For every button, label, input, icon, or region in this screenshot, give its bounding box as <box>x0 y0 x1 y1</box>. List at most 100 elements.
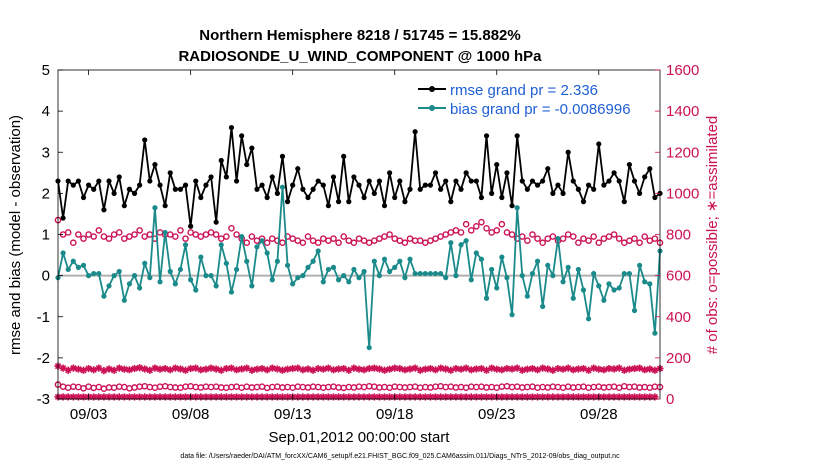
obs-assimilated-bottom-point <box>146 393 154 401</box>
y-axis-left-label: rmse and bias (model - observation) <box>7 115 24 355</box>
obs-possible-lower-point <box>294 383 302 390</box>
obs-assimilated-point <box>273 365 281 373</box>
obs-assimilated-bottom-point <box>69 393 77 401</box>
y-left-tick-label: -1 <box>37 309 50 326</box>
obs-possible-lower-point <box>141 382 149 390</box>
obs-assimilated-point <box>329 366 338 374</box>
obs-possible-lower-point <box>238 384 245 391</box>
obs-assimilated-point <box>100 367 108 375</box>
rmse-point <box>591 186 597 192</box>
bias-point <box>417 270 423 277</box>
obs-possible-lower-point <box>151 384 159 391</box>
obs-possible-lower-point <box>605 383 613 391</box>
obs-assimilated-bottom-point <box>646 393 654 401</box>
chart-title-line2: RADIOSONDE_U_WIND_COMPONENT @ 1000 hPa <box>178 48 542 65</box>
bias-point <box>213 283 219 289</box>
rmse-point <box>504 170 510 176</box>
bias-point <box>264 250 270 256</box>
obs-possible-lower-point <box>549 383 557 390</box>
obs-assimilated-bottom-point <box>345 393 353 401</box>
obs-possible-point <box>641 233 648 240</box>
obs-assimilated-bottom-point <box>477 393 486 401</box>
obs-assimilated-point <box>268 364 276 372</box>
obs-possible-lower-point <box>585 384 592 391</box>
obs-possible-lower-point <box>274 383 281 390</box>
rmse-point <box>494 161 500 168</box>
rmse-point <box>387 170 393 176</box>
rmse-point <box>116 174 122 180</box>
obs-possible-lower-point <box>75 383 82 391</box>
obs-possible-lower-point <box>457 383 465 391</box>
obs-possible-lower-point <box>187 382 194 390</box>
obs-assimilated-point <box>477 364 486 373</box>
obs-assimilated-point <box>513 364 521 372</box>
obs-assimilated-point <box>110 366 118 374</box>
rmse-point <box>519 178 525 184</box>
obs-assimilated-point <box>258 364 266 373</box>
y-right-tick-label: 600 <box>666 268 691 285</box>
obs-possible-point <box>549 233 557 240</box>
rmse-point <box>295 166 301 172</box>
obs-assimilated-bottom-point <box>79 393 88 401</box>
rmse-point <box>427 182 434 188</box>
obs-possible-lower-point <box>258 383 266 390</box>
chart-title-line1: Northern Hemisphere 8218 / 51745 = 15.88… <box>199 27 520 44</box>
obs-possible-point <box>559 235 567 242</box>
obs-assimilated-point <box>212 365 220 373</box>
obs-assimilated-point <box>569 366 577 374</box>
bias-point <box>540 303 546 310</box>
obs-assimilated-bottom-point <box>544 393 552 401</box>
rmse-point <box>249 145 255 151</box>
obs-possible-point <box>636 239 643 247</box>
obs-assimilated-point <box>105 365 113 373</box>
rmse-point <box>489 190 495 196</box>
plot-frame <box>57 69 661 400</box>
obs-possible-lower-point <box>554 383 562 391</box>
bias-point <box>560 279 566 285</box>
obs-possible-lower-point <box>483 384 490 391</box>
obs-possible-point <box>386 231 393 238</box>
obs-assimilated-point <box>462 364 470 372</box>
bias-point <box>591 270 597 277</box>
rmse-point <box>244 161 250 168</box>
y-axis-right-label: # of obs: o=possible; ∗=assimilated <box>704 116 721 355</box>
obs-possible-lower-point <box>452 384 460 391</box>
obs-assimilated-point <box>283 365 292 373</box>
bias-point <box>198 254 204 260</box>
rmse-point <box>473 178 479 184</box>
bias-point <box>182 242 189 248</box>
obs-assimilated-point <box>503 364 511 373</box>
obs-possible-lower-point <box>600 384 608 391</box>
bias-point <box>351 266 357 273</box>
rmse-point <box>335 199 342 205</box>
bias-point <box>468 277 474 283</box>
bias-point <box>631 307 638 314</box>
obs-assimilated-bottom-point <box>528 393 537 401</box>
obs-possible-point <box>498 220 506 228</box>
obs-possible-point <box>95 227 103 234</box>
obs-possible-lower-point <box>115 383 123 390</box>
obs-assimilated-point <box>564 364 572 372</box>
x-tick-label: 09/08 <box>172 406 210 423</box>
obs-assimilated-bottom-point <box>498 393 506 401</box>
obs-assimilated-bottom-point <box>105 393 113 401</box>
obs-possible-point <box>90 233 98 240</box>
obs-possible-lower-point <box>422 383 429 391</box>
obs-possible-point <box>534 235 541 242</box>
obs-possible-lower-point <box>580 383 587 390</box>
obs-possible-lower-point <box>651 383 659 390</box>
obs-possible-lower-point <box>304 384 312 391</box>
obs-possible-lower-point <box>228 383 235 391</box>
obs-possible-point <box>243 239 251 247</box>
obs-assimilated-bottom-point <box>600 393 608 401</box>
obs-possible-point <box>80 235 87 242</box>
obs-possible-lower-point <box>406 383 414 391</box>
obs-assimilated-bottom-point <box>217 393 225 401</box>
bias-point <box>371 258 377 264</box>
obs-assimilated-bottom-point <box>523 393 531 401</box>
obs-possible-lower-point <box>126 385 133 392</box>
bias-point <box>137 285 143 291</box>
bias-point <box>223 260 229 266</box>
obs-assimilated-bottom-point <box>161 393 169 401</box>
obs-assimilated-point <box>217 366 225 374</box>
